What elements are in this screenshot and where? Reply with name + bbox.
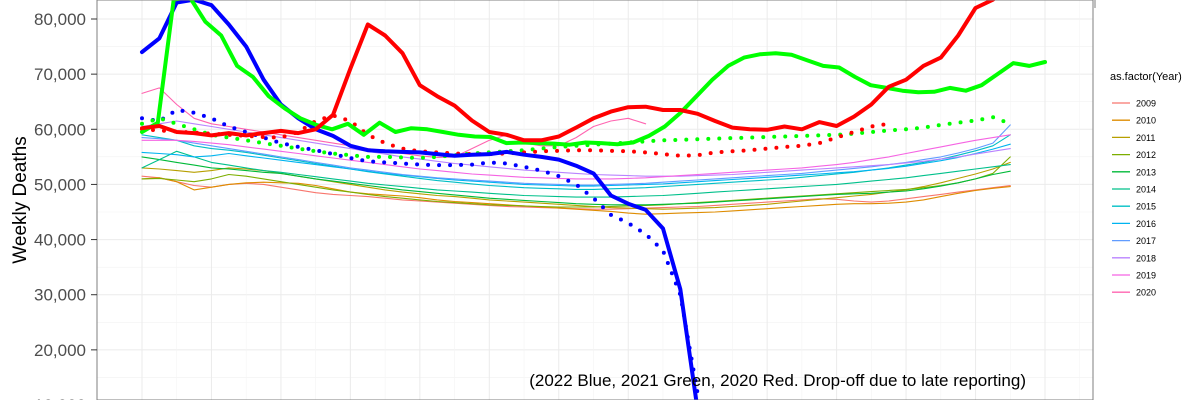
y-axis-title: Weekly Deaths xyxy=(10,136,31,263)
legend-label-2015: 2015 xyxy=(1136,202,1156,212)
series-line-2020 xyxy=(140,0,996,143)
y-tick-label: 20,000 xyxy=(34,341,86,360)
legend-label-2010: 2010 xyxy=(1136,116,1156,126)
y-tick-label: 40,000 xyxy=(34,231,86,250)
y-tick-label: 10,000 xyxy=(34,396,86,400)
series-line-2018 xyxy=(141,120,1011,177)
y-tick-label: 70,000 xyxy=(34,65,86,84)
legend-label-2009: 2009 xyxy=(1136,99,1156,109)
y-tick-label: 50,000 xyxy=(34,175,86,194)
legend-label-2013: 2013 xyxy=(1136,167,1156,177)
series-line-2013 xyxy=(141,156,1011,206)
series-line-2017 xyxy=(141,124,1011,186)
legend-label-2020: 2020 xyxy=(1136,288,1156,298)
panel-border xyxy=(96,0,1094,400)
y-tick-label: 60,000 xyxy=(34,120,86,139)
series-group xyxy=(140,0,1047,400)
legend-label-2011: 2011 xyxy=(1136,133,1155,143)
legend-label-2012: 2012 xyxy=(1136,150,1156,160)
series-line-2022-dotted xyxy=(140,108,700,396)
series-line-2021 xyxy=(140,0,1047,147)
legend-label-2014: 2014 xyxy=(1136,185,1156,195)
y-tick-label: 80,000 xyxy=(34,10,86,29)
legend-label-2017: 2017 xyxy=(1136,236,1156,246)
legend-title: as.factor(Year) xyxy=(1110,71,1182,83)
series-line-2019 xyxy=(141,134,1011,180)
series-line-2022 xyxy=(140,0,699,400)
series-line-2014 xyxy=(141,150,1011,198)
legend-label-2019: 2019 xyxy=(1136,271,1156,281)
legend-label-2018: 2018 xyxy=(1136,253,1156,263)
chart-annotation: (2022 Blue, 2021 Green, 2020 Red. Drop-o… xyxy=(529,371,1026,390)
y-axis-ticks: 10,000 20,000 30,000 40,000 50,000 60,000 70,0… xyxy=(34,10,97,400)
series-line-2012 xyxy=(141,156,1011,208)
legend: as.factor(Year) 2009 2010 2011 2012 2013 2014… xyxy=(1110,71,1182,298)
legend-label-2016: 2016 xyxy=(1136,219,1156,229)
y-tick-label: 30,000 xyxy=(34,286,86,305)
series-line-2020-dotted xyxy=(140,113,891,158)
